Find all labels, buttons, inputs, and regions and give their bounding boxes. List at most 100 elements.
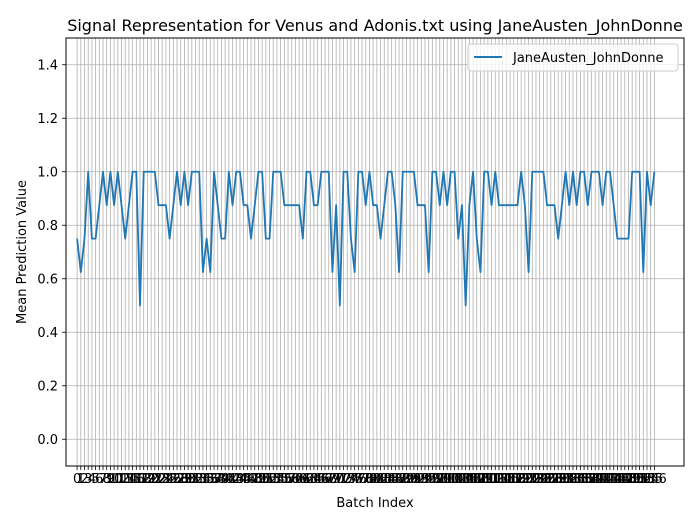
x-tick-label: 156 — [642, 472, 667, 487]
y-tick-label: 0.8 — [37, 219, 58, 234]
x-tick-label: 6 — [95, 472, 103, 487]
x-tick-label: 97 — [428, 472, 445, 487]
x-tick-label: 129 — [542, 472, 567, 487]
x-tick-label: 133 — [557, 472, 582, 487]
legend-box — [467, 43, 679, 72]
x-tick-label: 98 — [431, 472, 448, 487]
x-tick-label: 69 — [324, 472, 341, 487]
x-tick-label: 56 — [276, 472, 293, 487]
x-tick-label: 10 — [106, 472, 123, 487]
x-tick-label: 57 — [280, 472, 297, 487]
x-tick-label: 7 — [99, 472, 107, 487]
x-tick-label: 63 — [302, 472, 319, 487]
x-tick-label: 67 — [317, 472, 334, 487]
x-tick-label: 99 — [435, 472, 452, 487]
x-tick-label: 59 — [287, 472, 304, 487]
x-tick-label: 131 — [549, 472, 574, 487]
x-tick-label: 74 — [343, 472, 360, 487]
x-tick-label: 88 — [394, 472, 411, 487]
y-tick-label: 1.0 — [37, 165, 58, 180]
x-tick-label: 78 — [357, 472, 374, 487]
x-tick-label: 51 — [258, 472, 275, 487]
x-tick-label: 123 — [520, 472, 545, 487]
x-tick-label: 115 — [490, 472, 515, 487]
x-tick-label: 130 — [546, 472, 571, 487]
x-tick-label: 64 — [306, 472, 323, 487]
x-tick-label: 92 — [409, 472, 426, 487]
x-tick-label: 82 — [372, 472, 389, 487]
x-tick-label: 13 — [117, 472, 134, 487]
y-tick-label: 0.4 — [37, 326, 58, 341]
x-tick-label: 147 — [609, 472, 634, 487]
x-tick-label: 149 — [616, 472, 641, 487]
x-tick-label: 26 — [165, 472, 182, 487]
x-tick-label: 86 — [387, 472, 404, 487]
x-tick-label: 1 — [77, 472, 85, 487]
x-tick-label: 24 — [158, 472, 175, 487]
x-tick-label: 100 — [435, 472, 460, 487]
x-tick-label: 114 — [487, 472, 512, 487]
x-tick-label: 61 — [295, 472, 312, 487]
x-tick-label: 77 — [354, 472, 371, 487]
x-tick-label: 116 — [494, 472, 519, 487]
x-tick-label: 138 — [575, 472, 600, 487]
x-tick-label: 120 — [509, 472, 534, 487]
x-tick-label: 142 — [590, 472, 615, 487]
y-axis-label: Mean Prediction Value — [15, 180, 30, 324]
x-tick-label: 84 — [380, 472, 397, 487]
series-line-janeausten-johndonne — [76, 170, 656, 307]
x-tick-label: 113 — [483, 472, 508, 487]
x-tick-label: 87 — [391, 472, 408, 487]
x-tick-label: 137 — [572, 472, 597, 487]
x-tick-label: 16 — [128, 472, 145, 487]
x-tick-label: 103 — [446, 472, 471, 487]
x-tick-label: 25 — [161, 472, 178, 487]
x-tick-label: 29 — [176, 472, 193, 487]
x-tick-label: 62 — [298, 472, 315, 487]
x-tick-label: 81 — [369, 472, 386, 487]
x-tick-label: 31 — [184, 472, 201, 487]
x-tick-label: 11 — [110, 472, 127, 487]
x-tick-label: 15 — [124, 472, 141, 487]
y-tick-label: 1.4 — [37, 58, 58, 73]
x-tick-label: 107 — [461, 472, 486, 487]
x-tick-label: 152 — [627, 472, 652, 487]
x-tick-label: 80 — [365, 472, 382, 487]
x-tick-label: 136 — [568, 472, 593, 487]
x-tick-label: 43 — [228, 472, 245, 487]
x-tick-label: 5 — [91, 472, 99, 487]
x-tick-label: 94 — [417, 472, 434, 487]
x-tick-label: 46 — [239, 472, 256, 487]
x-tick-label: 101 — [438, 472, 463, 487]
x-tick-label: 117 — [498, 472, 523, 487]
x-tick-label: 52 — [261, 472, 278, 487]
y-tick-label: 0.0 — [37, 433, 58, 448]
x-axis-label: Batch Index — [336, 496, 414, 511]
x-tick-label: 44 — [232, 472, 249, 487]
x-tick-label: 50 — [254, 472, 271, 487]
legend-label: JaneAusten_JohnDonne — [512, 51, 663, 66]
x-tick-label: 148 — [612, 472, 637, 487]
x-tick-label: 122 — [516, 472, 541, 487]
x-tick-label: 34 — [195, 472, 212, 487]
x-tick-label: 90 — [402, 472, 419, 487]
x-tick-label: 33 — [191, 472, 208, 487]
x-tick-label: 93 — [413, 472, 430, 487]
plot-frame — [65, 37, 685, 467]
x-tick-label: 35 — [198, 472, 215, 487]
x-tick-label: 18 — [135, 472, 152, 487]
x-tick-label: 109 — [468, 472, 493, 487]
x-grid — [76, 38, 655, 466]
x-tick-label: 22 — [150, 472, 167, 487]
x-tick-label: 21 — [147, 472, 164, 487]
x-tick-label: 75 — [346, 472, 363, 487]
x-tick-label: 73 — [339, 472, 356, 487]
x-tick-label: 141 — [586, 472, 611, 487]
x-tick-label: 3 — [84, 472, 92, 487]
x-tick-label: 145 — [601, 472, 626, 487]
x-tick-label: 27 — [169, 472, 186, 487]
x-tick-label: 58 — [283, 472, 300, 487]
x-tick-label: 132 — [553, 472, 578, 487]
x-tick-label: 9 — [106, 472, 114, 487]
